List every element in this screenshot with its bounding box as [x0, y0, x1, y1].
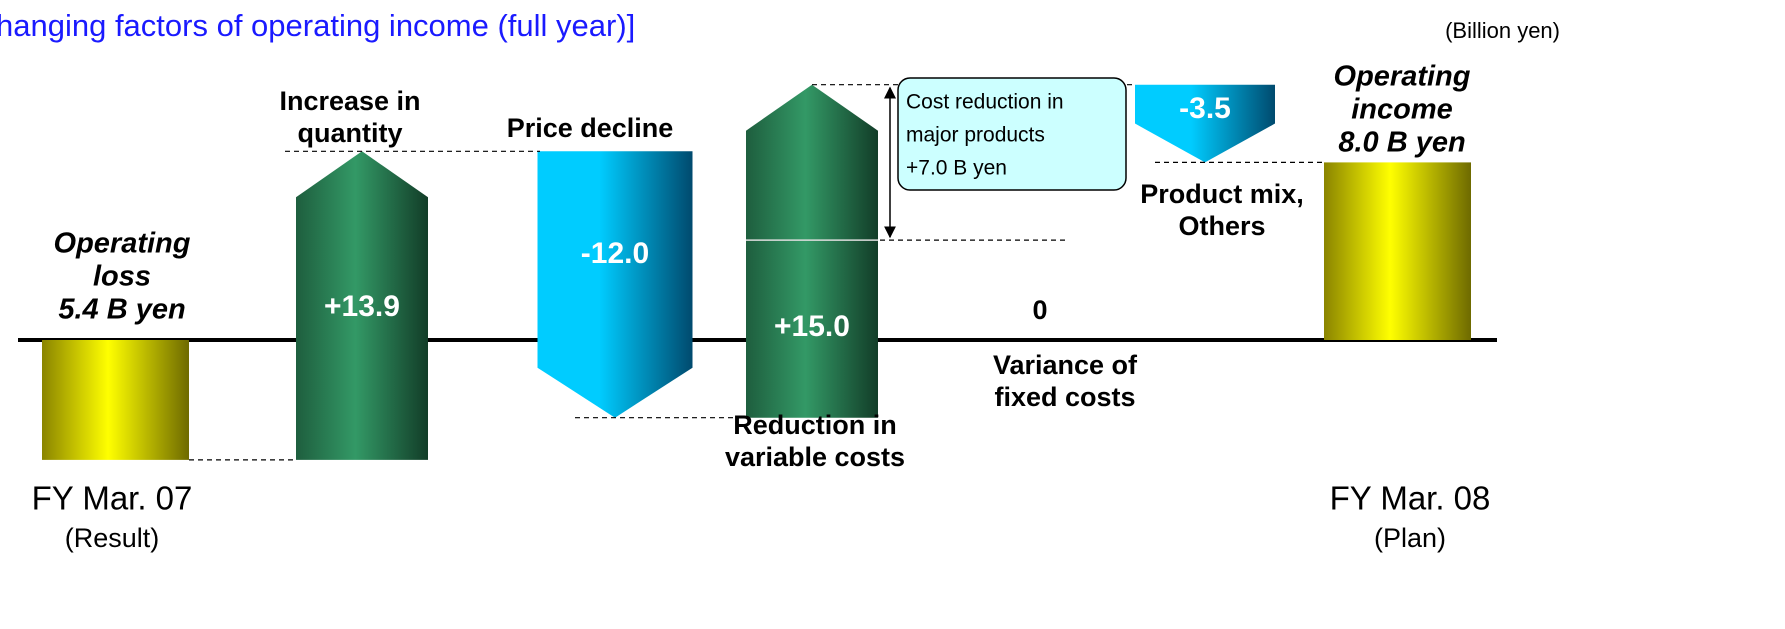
category-label: Increase in: [279, 86, 420, 116]
category-label: fixed costs: [994, 382, 1135, 412]
value-label: +13.9: [324, 290, 400, 323]
chart-title: hanging factors of operating income (ful…: [0, 8, 635, 43]
total-label: income: [1351, 94, 1453, 126]
annotation-text: major products: [906, 124, 1045, 147]
annotation-box: [897, 77, 1127, 191]
value-label: 0: [1032, 295, 1047, 325]
category-label: variable costs: [725, 442, 905, 472]
category-label: Variance of: [993, 350, 1138, 380]
total-bar: [42, 340, 189, 460]
increase-arrow: [746, 84, 878, 418]
period-note: (Result): [65, 523, 160, 553]
category-label: Others: [1178, 211, 1265, 241]
decrease-arrow: [1135, 84, 1275, 163]
category-label: Price decline: [507, 113, 674, 143]
total-label: 5.4 B yen: [58, 294, 185, 326]
increase-arrow: [296, 151, 428, 460]
category-label: Product mix,: [1140, 179, 1304, 209]
period-label: FY Mar. 07: [32, 480, 193, 517]
category-label: Reduction in: [733, 410, 897, 440]
total-label: Operating: [54, 228, 191, 260]
annotation-text: +7.0 B yen: [906, 157, 1007, 180]
value-label: +15.0: [774, 310, 850, 343]
value-label: -12.0: [581, 237, 649, 270]
total-label: Operating: [1334, 61, 1471, 93]
total-bar: [1324, 162, 1471, 340]
value-label: -3.5: [1179, 92, 1231, 125]
decrease-arrow: [537, 151, 693, 418]
period-label: FY Mar. 08: [1330, 480, 1491, 517]
category-label: quantity: [298, 118, 403, 148]
period-note: (Plan): [1374, 523, 1446, 553]
unit-label: (Billion yen): [1445, 18, 1560, 43]
total-label: 8.0 B yen: [1338, 127, 1465, 159]
total-label: loss: [93, 261, 151, 293]
annotation-text: Cost reduction in: [906, 91, 1064, 114]
